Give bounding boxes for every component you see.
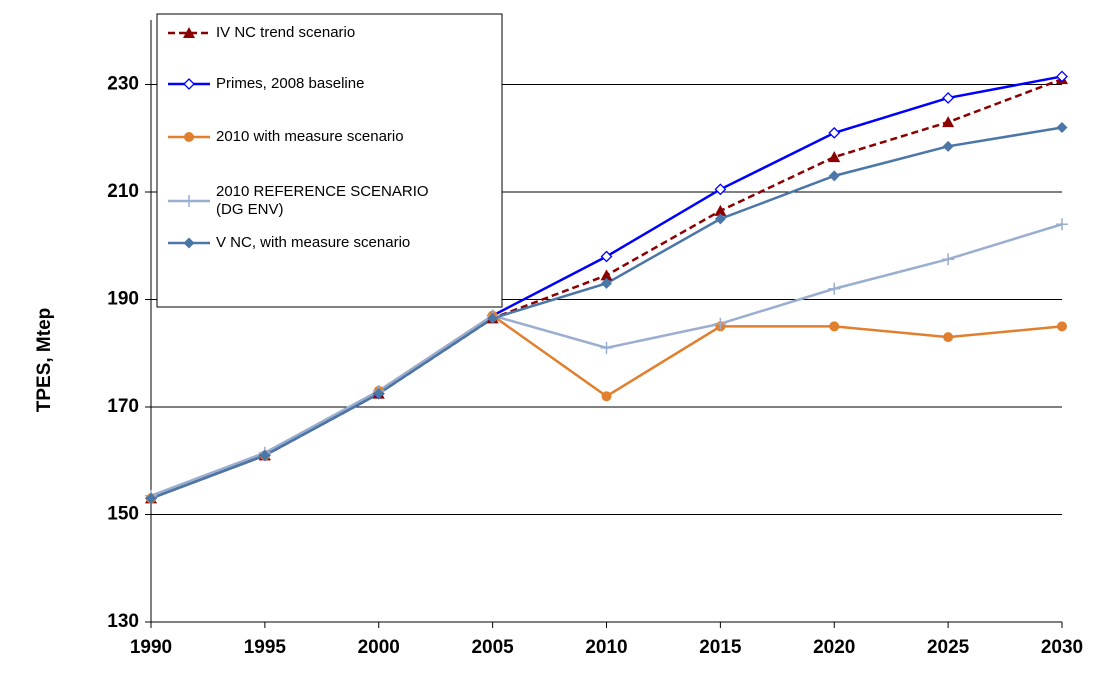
legend-label: Primes, 2008 baseline: [216, 75, 364, 92]
data-point: [601, 391, 612, 402]
data-point: [828, 282, 841, 295]
legend-label: IV NC trend scenario: [216, 24, 355, 41]
data-point: [1056, 122, 1068, 133]
data-point: [714, 213, 726, 225]
x-tick-label: 2020: [813, 637, 855, 658]
legend-marker: [184, 132, 194, 142]
legend-marker: [183, 27, 195, 38]
data-point: [1056, 218, 1068, 231]
data-point: [828, 126, 841, 139]
x-tick-label: 2000: [358, 637, 400, 658]
x-tick-label: 1995: [244, 637, 287, 658]
y-tick-label: 150: [107, 504, 139, 525]
x-tick-label: 2030: [1041, 637, 1083, 658]
data-point: [1056, 70, 1068, 83]
data-point: [601, 277, 612, 289]
x-tick-label: 2025: [927, 637, 970, 658]
data-point: [714, 183, 727, 196]
x-tick-label: 2005: [471, 637, 514, 658]
x-tick-label: 2010: [585, 637, 627, 658]
data-point: [829, 321, 840, 332]
data-point: [828, 170, 840, 182]
y-tick-label: 190: [107, 289, 139, 310]
y-tick-label: 170: [107, 396, 139, 417]
legend-label: V NC, with measure scenario: [216, 234, 410, 251]
data-point: [373, 388, 385, 400]
data-point: [714, 317, 727, 330]
data-point: [942, 116, 955, 128]
y-tick-label: 210: [107, 181, 139, 202]
y-tick-label: 230: [107, 74, 139, 95]
data-point: [1057, 321, 1067, 332]
legend-marker: [183, 78, 195, 90]
data-point: [600, 341, 613, 354]
data-point: [942, 253, 955, 266]
data-point: [487, 312, 499, 324]
data-point: [600, 269, 613, 281]
legend-box: [156, 13, 503, 308]
legend-label: 2010 REFERENCE SCENARIO (DG ENV): [216, 183, 429, 218]
data-point: [714, 204, 727, 216]
data-point: [259, 449, 271, 461]
data-point: [942, 92, 955, 104]
y-axis-label: TPES, Mtep: [34, 308, 55, 413]
data-point: [828, 151, 841, 163]
data-point: [943, 332, 954, 343]
legend-marker: [183, 237, 195, 249]
data-point: [145, 492, 157, 504]
x-tick-label: 2015: [699, 637, 742, 658]
data-point: [600, 250, 613, 263]
y-tick-label: 130: [107, 611, 139, 632]
legend-marker: [183, 195, 195, 207]
data-point: [942, 140, 954, 152]
x-tick-label: 1990: [130, 637, 172, 658]
legend-label: 2010 with measure scenario: [216, 128, 404, 145]
